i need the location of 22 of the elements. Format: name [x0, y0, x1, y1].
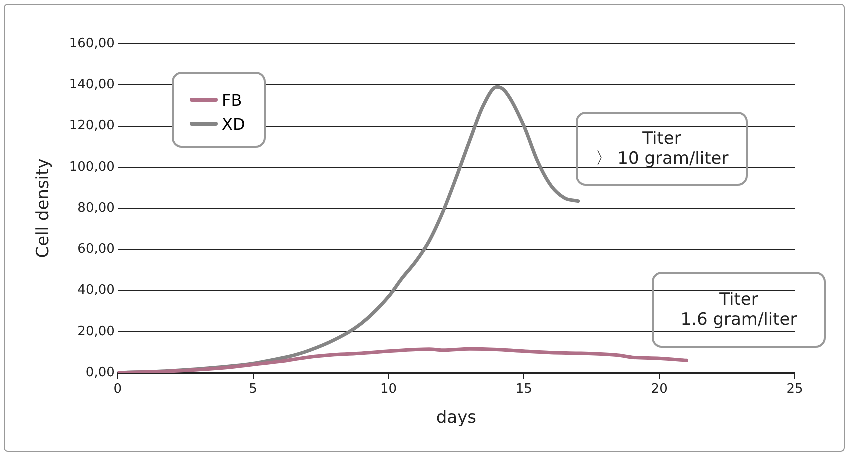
legend-label: FB: [222, 90, 242, 110]
y-tick-label: 160,00: [69, 36, 115, 52]
y-tick-label: 20,00: [78, 324, 115, 340]
legend-label: XD: [222, 114, 246, 134]
x-tick-label: 20: [651, 382, 668, 398]
x-tick-label: 5: [249, 382, 258, 398]
callout: Titer 1.6 gram/liter: [652, 272, 826, 348]
y-tick-label: 100,00: [69, 160, 115, 175]
x-tick-label: 10: [380, 382, 398, 398]
y-tick-label: 140,00: [69, 78, 115, 92]
y-axis-title: Cell density: [34, 158, 54, 258]
y-tick-label: 120,00: [69, 118, 115, 134]
y-tick-label: 80,00: [78, 200, 115, 216]
y-tick-label: 60,00: [78, 242, 115, 257]
x-tick-label: 15: [516, 382, 532, 398]
x-tick-label: 0: [114, 382, 122, 398]
y-tick-label: 0,00: [86, 365, 115, 380]
callout: Titer 〉 10 gram/liter: [576, 112, 748, 186]
line-series: [118, 347, 688, 373]
x-tick-label: 25: [786, 382, 804, 398]
x-axis-title: days: [436, 408, 477, 428]
y-tick-label: 40,00: [78, 283, 115, 298]
